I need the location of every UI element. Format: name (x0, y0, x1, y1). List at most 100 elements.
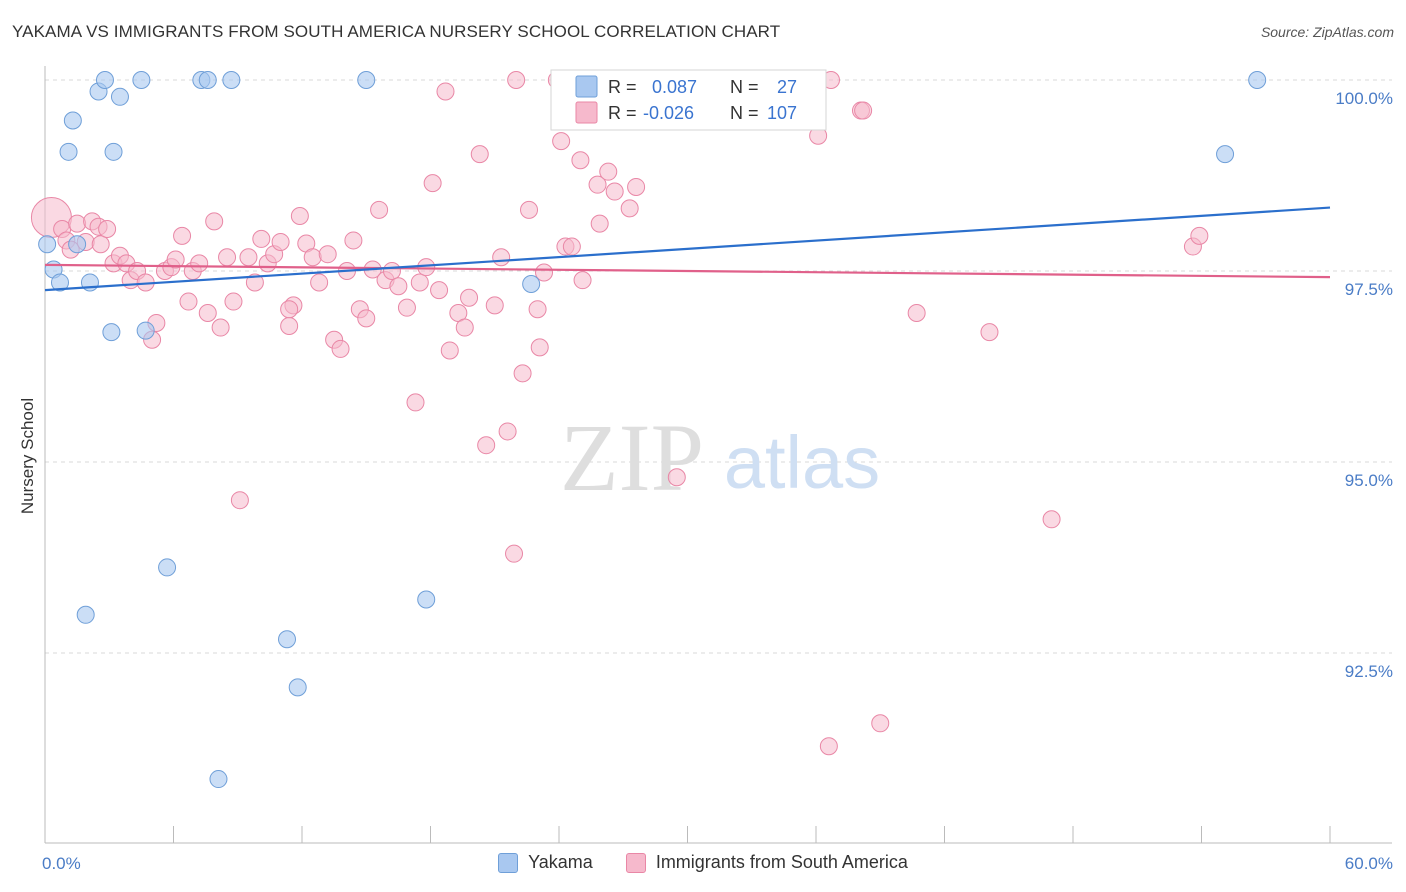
immigrants-point-84[interactable] (588, 175, 607, 194)
immigrants-point-101[interactable] (854, 101, 873, 120)
yakama-point-20[interactable] (278, 630, 297, 649)
immigrants-point-86[interactable] (599, 162, 618, 181)
immigrants-point-28[interactable] (218, 248, 237, 267)
immigrants-point-79[interactable] (552, 132, 571, 151)
immigrants-point-66[interactable] (470, 145, 489, 164)
immigrants-point-42[interactable] (310, 273, 329, 292)
immigrants-point-32[interactable] (245, 273, 264, 292)
immigrants-point-31[interactable] (239, 248, 258, 267)
immigrants-point-20[interactable] (166, 250, 185, 269)
yakama-point-22[interactable] (209, 770, 228, 789)
immigrants-point-49[interactable] (357, 309, 376, 328)
immigrants-point-64[interactable] (455, 318, 474, 337)
immigrants-point-24[interactable] (190, 254, 209, 273)
legend-item-immigrants[interactable]: Immigrants from South America (625, 852, 908, 873)
immigrants-point-9[interactable] (98, 219, 117, 238)
immigrants-point-77[interactable] (535, 263, 554, 282)
immigrants-point-8[interactable] (91, 235, 110, 254)
immigrants-point-82[interactable] (571, 151, 590, 170)
immigrants-point-51[interactable] (370, 200, 389, 219)
immigrants-point-70[interactable] (498, 422, 517, 441)
immigrants-point-75[interactable] (528, 300, 547, 319)
yakama-point-2[interactable] (50, 273, 69, 292)
immigrants-point-61[interactable] (436, 82, 455, 101)
yakama-point-6[interactable] (95, 71, 114, 89)
immigrants-point-33[interactable] (252, 229, 271, 248)
yakama-point-8[interactable] (104, 142, 123, 161)
immigrants-point-92[interactable] (667, 468, 686, 487)
immigrants-point-36[interactable] (271, 232, 290, 251)
immigrants-point-22[interactable] (179, 292, 198, 311)
yakama-point-15[interactable] (68, 235, 87, 254)
immigrants-point-74[interactable] (520, 200, 539, 219)
immigrants-point-85[interactable] (590, 214, 609, 233)
x-tick-label-1: 60.0% (1345, 854, 1393, 873)
immigrants-point-56[interactable] (406, 393, 425, 412)
immigrants-point-39[interactable] (290, 206, 309, 225)
immigrants-point-71[interactable] (505, 544, 524, 563)
immigrants-point-89[interactable] (620, 199, 639, 218)
immigrants-point-65[interactable] (460, 288, 479, 307)
immigrants-point-81[interactable] (562, 237, 581, 256)
yakama-point-3[interactable] (63, 111, 82, 130)
immigrants-point-108[interactable] (280, 300, 299, 319)
yakama-point-26[interactable] (1216, 145, 1235, 164)
yakama-point-9[interactable] (132, 71, 151, 89)
immigrants-point-72[interactable] (507, 71, 526, 89)
yakama-swatch (498, 852, 519, 873)
immigrants-point-26[interactable] (205, 212, 224, 231)
yakama-point-17[interactable] (136, 321, 155, 340)
immigrants-point-59[interactable] (423, 174, 442, 193)
immigrants-point-21[interactable] (173, 226, 192, 245)
immigrants-point-29[interactable] (224, 292, 243, 311)
immigrants-point-45[interactable] (331, 339, 350, 358)
yakama-point-21[interactable] (288, 678, 307, 697)
immigrants-point-54[interactable] (389, 277, 408, 296)
immigrants-trend-line (44, 263, 1331, 279)
immigrants-point-107[interactable] (1190, 226, 1209, 245)
stats-legend: R = 0.087 N = 27 R = -0.026 N = 107 (550, 69, 827, 131)
immigrants-point-73[interactable] (513, 364, 532, 383)
immigrants-point-4[interactable] (68, 214, 87, 233)
immigrants-point-69[interactable] (492, 248, 511, 267)
immigrants-point-27[interactable] (211, 318, 230, 337)
immigrants-point-30[interactable] (230, 491, 249, 510)
immigrants-point-41[interactable] (303, 248, 322, 267)
yakama-point-18[interactable] (158, 558, 177, 577)
immigrants-point-60[interactable] (430, 281, 449, 300)
yakama-point-19[interactable] (76, 605, 95, 624)
yakama-point-16[interactable] (102, 323, 121, 342)
yakama-point-11[interactable] (198, 71, 217, 89)
immigrants-point-37[interactable] (280, 317, 299, 336)
immigrants-point-83[interactable] (573, 271, 592, 290)
immigrants-point-102[interactable] (871, 714, 890, 733)
immigrants-point-105[interactable] (1042, 510, 1061, 529)
immigrants-point-57[interactable] (410, 273, 429, 292)
yakama-point-12[interactable] (222, 71, 241, 89)
yakama-point-7[interactable] (110, 87, 129, 106)
yakama-point-4[interactable] (59, 142, 78, 161)
immigrants-point-99[interactable] (819, 737, 838, 756)
immigrants-point-76[interactable] (530, 338, 549, 357)
immigrants-point-53[interactable] (382, 262, 401, 280)
immigrants-point-90[interactable] (627, 177, 646, 196)
immigrants-point-67[interactable] (477, 436, 496, 455)
immigrants-point-87[interactable] (605, 182, 624, 201)
legend-item-yakama[interactable]: Yakama (498, 852, 593, 873)
axes (44, 66, 1392, 844)
immigrants-point-104[interactable] (980, 323, 999, 342)
immigrants-point-43[interactable] (318, 245, 337, 264)
immigrants-point-62[interactable] (440, 341, 459, 360)
immigrants-point-55[interactable] (397, 298, 416, 317)
watermark: ZIP atlas (560, 404, 880, 511)
immigrants-point-25[interactable] (198, 304, 217, 323)
immigrants-point-103[interactable] (907, 304, 926, 323)
immigrants-point-68[interactable] (485, 296, 504, 315)
yakama-point-25[interactable] (1248, 71, 1267, 89)
yakama-point-0[interactable] (38, 235, 57, 254)
immigrants-point-58[interactable] (417, 258, 436, 277)
yakama-point-23[interactable] (417, 590, 436, 609)
yakama-point-13[interactable] (357, 71, 376, 89)
yakama-point-24[interactable] (522, 274, 541, 293)
immigrants-point-47[interactable] (344, 231, 363, 250)
